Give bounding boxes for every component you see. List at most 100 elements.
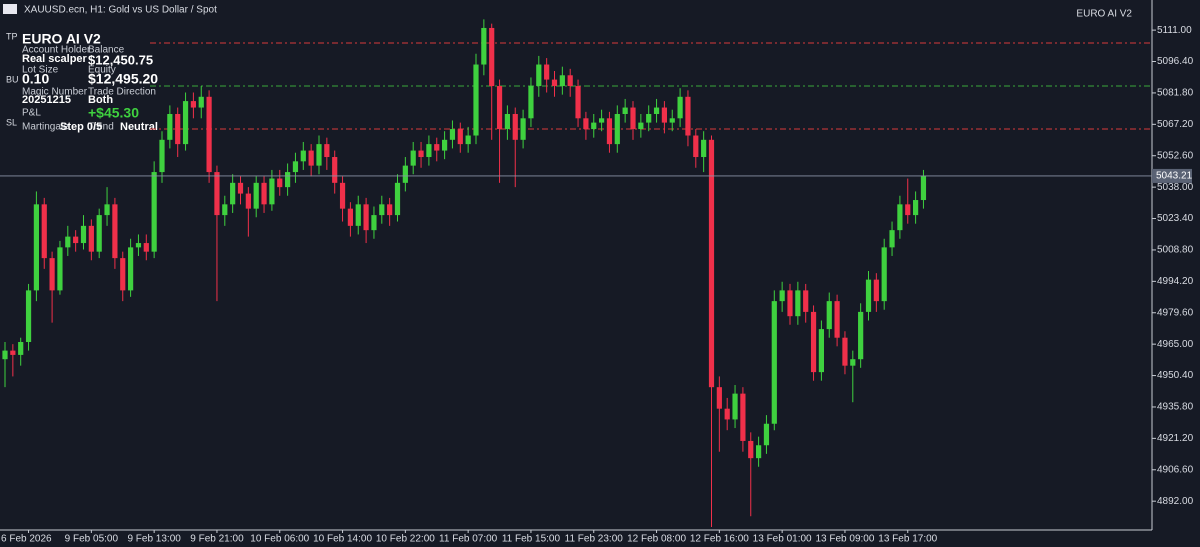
candle-body — [873, 279, 879, 302]
candle-body — [135, 243, 142, 248]
candle-body — [740, 393, 746, 441]
x-tick-label: 10 Feb 06:00 — [250, 534, 309, 545]
candle-body — [88, 225, 94, 252]
candle-body — [865, 279, 872, 312]
candle-body — [481, 27, 487, 65]
x-tick-label: 13 Feb 01:00 — [753, 534, 812, 545]
candle-body — [826, 301, 832, 330]
candle-body — [716, 387, 722, 409]
candle-body — [465, 135, 471, 145]
panel-item: $12,495.20 — [88, 71, 158, 87]
candle-body — [332, 157, 338, 183]
candle-body — [669, 118, 675, 123]
y-tick-label: 5052.60 — [1157, 150, 1194, 161]
y-tick-label: 5023.40 — [1157, 213, 1194, 224]
candle-body — [779, 290, 785, 302]
candle-body — [897, 204, 903, 231]
y-tick-label: 4892.00 — [1157, 496, 1194, 507]
panel-item: Real scalper — [22, 53, 88, 65]
candle-body — [614, 114, 620, 145]
candle-body — [33, 204, 39, 291]
candle-body — [889, 230, 895, 248]
candle-body — [763, 423, 770, 446]
candle-body — [732, 393, 738, 420]
candle-body — [285, 172, 291, 188]
candle-body — [198, 96, 204, 108]
candle-body — [504, 114, 510, 130]
y-tick-label: 5111.00 — [1157, 25, 1192, 36]
candle-body — [442, 139, 448, 151]
panel-item: P&L — [22, 108, 41, 119]
candle-body — [834, 301, 840, 338]
panel-item: Trend — [88, 122, 114, 133]
candle-body — [881, 247, 887, 302]
x-tick-label: 13 Feb 17:00 — [878, 534, 937, 545]
candle-body — [748, 440, 754, 459]
candle-body — [230, 182, 236, 205]
candle-body — [638, 122, 644, 130]
y-tick-label: 4965.00 — [1157, 339, 1194, 350]
candle-body — [120, 258, 126, 291]
candle-body — [850, 359, 856, 366]
candle-body — [237, 182, 244, 194]
candle-body — [182, 101, 189, 145]
y-tick-label: 4921.20 — [1157, 433, 1194, 444]
candle-body — [269, 178, 275, 205]
candle-body — [787, 290, 793, 317]
candle-body — [426, 144, 432, 158]
y-tick-label: 4950.40 — [1157, 370, 1194, 381]
level-label: SL — [6, 117, 17, 127]
candle-body — [496, 86, 503, 130]
level-label: TP — [6, 31, 18, 41]
candle-body — [379, 204, 385, 216]
level-label: BU — [6, 74, 19, 84]
candle-body — [544, 64, 550, 80]
y-tick-label: 5038.00 — [1157, 182, 1194, 193]
candle-body — [245, 193, 251, 209]
candle-body — [73, 236, 79, 244]
panel-item: 0.10 — [22, 71, 49, 87]
candle-body — [57, 247, 63, 291]
y-tick-label: 5096.40 — [1157, 56, 1194, 67]
candle-body — [583, 118, 589, 130]
candle-body — [905, 204, 911, 216]
candle-body — [261, 182, 267, 205]
panel-item: Equity — [88, 65, 116, 76]
candle-body — [10, 350, 16, 355]
candle-body — [167, 114, 173, 140]
candle-body — [347, 208, 353, 226]
x-tick-label: 12 Feb 08:00 — [627, 534, 686, 545]
indicator-name: EURO AI V2 — [1076, 9, 1132, 20]
y-tick-label: 4979.60 — [1157, 307, 1194, 318]
candle-body — [536, 64, 542, 87]
y-tick-label: 5067.20 — [1157, 119, 1194, 130]
candle-body — [591, 122, 597, 130]
candle-body — [756, 445, 762, 459]
price-label: 5043.21 — [1156, 171, 1193, 182]
x-tick-label: 11 Feb 23:00 — [565, 534, 624, 545]
candle-body — [49, 258, 55, 291]
candle-body — [112, 204, 118, 259]
x-tick-label: 9 Feb 13:00 — [127, 534, 181, 545]
x-tick-label: 11 Feb 07:00 — [439, 534, 498, 545]
panel-item: Magic Number — [22, 87, 88, 98]
panel-item: Lot Size — [22, 65, 59, 76]
candle-body — [434, 144, 440, 151]
candle-body — [18, 342, 24, 355]
candle-body — [214, 172, 220, 216]
candle-body — [599, 118, 605, 123]
candle-body — [795, 290, 801, 317]
candle-body — [551, 79, 558, 87]
candle-body — [394, 182, 401, 216]
candle-body — [701, 139, 707, 158]
y-tick-label: 4994.20 — [1157, 276, 1194, 287]
x-tick-label: 9 Feb 05:00 — [65, 534, 119, 545]
candle-body — [292, 161, 299, 173]
panel-item: Balance — [88, 45, 125, 56]
panel-item: Trade Direction — [88, 87, 156, 98]
candle-body — [25, 290, 32, 343]
candle-body — [363, 204, 369, 231]
